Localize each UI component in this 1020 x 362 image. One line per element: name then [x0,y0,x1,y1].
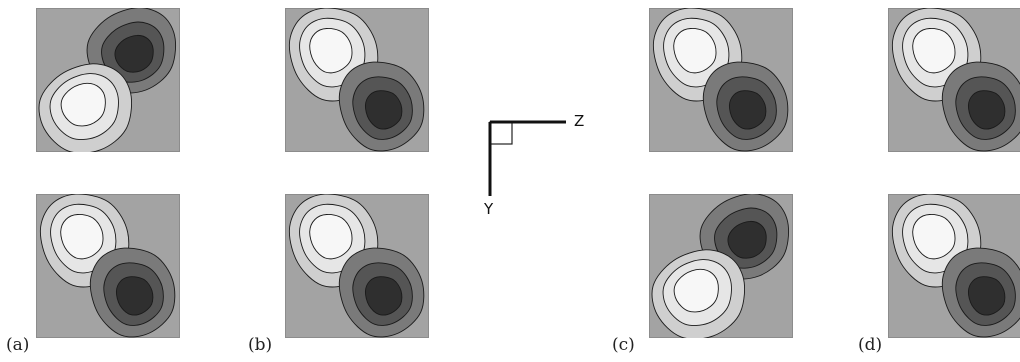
dark-lobe-contour-3 [364,276,403,316]
axis-label-y: Y [484,200,494,218]
dark-lobe-contour-3 [728,90,767,130]
light-lobe-contour-3 [673,28,717,74]
dark-lobe-contour-3 [364,90,403,130]
dark-lobe-contour-3 [967,90,1006,130]
caption-a: (a) [6,335,30,355]
panel-a-bottom [36,194,180,338]
light-lobe-contour-3 [309,214,353,260]
caption-b: (b) [248,335,273,355]
light-lobe-contour-3 [673,268,719,313]
caption-c: (c) [612,335,635,355]
dark-lobe-contour-3 [114,34,154,73]
caption-d: (d) [858,335,883,355]
axis-diagram: Z Y [480,112,600,222]
panel-a-top [36,8,180,152]
panel-c-bottom [649,194,793,338]
panel-d-top [888,8,1020,152]
dark-lobe-contour-3 [727,220,767,259]
light-lobe-contour-3 [60,82,106,127]
panel-d-bottom [888,194,1020,338]
light-lobe-contour-3 [912,214,956,260]
dark-lobe-contour-3 [115,276,154,316]
panel-b-top [285,8,429,152]
light-lobe-contour-3 [912,28,956,74]
light-lobe-contour-3 [60,214,104,260]
dark-lobe-contour-3 [967,276,1006,316]
light-lobe-contour-3 [309,28,353,74]
panel-b-bottom [285,194,429,338]
panel-c-top [649,8,793,152]
axis-label-z: Z [574,112,585,130]
